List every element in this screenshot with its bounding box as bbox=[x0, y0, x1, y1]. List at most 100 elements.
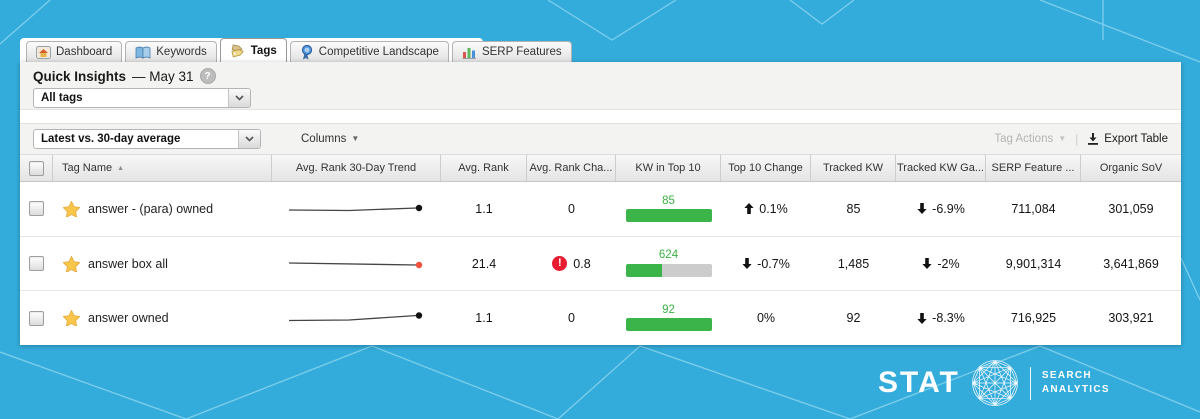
tracked-kw-change: -6.9% bbox=[896, 182, 986, 236]
tab-label: SERP Features bbox=[481, 46, 562, 58]
table-row: answer - (para) owned 1.1 ! 0 85 0.1 bbox=[20, 182, 1181, 236]
tag-name[interactable]: answer - (para) owned bbox=[88, 201, 214, 216]
comparison-value: Latest vs. 30-day average bbox=[41, 133, 181, 145]
star-icon[interactable] bbox=[63, 255, 80, 272]
tag-name[interactable]: answer owned bbox=[88, 311, 169, 326]
kw-progress-bar bbox=[625, 209, 712, 223]
logo-tagline-line1: SEARCH bbox=[1041, 370, 1092, 381]
logo-tagline-line2: ANALYTICS bbox=[1041, 384, 1110, 395]
stat-logo: STAT SEARCH ANALYTICS bbox=[878, 359, 1110, 407]
select-all-checkbox[interactable] bbox=[28, 160, 44, 176]
column-label: SERP Feature ... bbox=[991, 162, 1075, 174]
avg-rank-change-value: 0 bbox=[568, 201, 575, 216]
star-icon[interactable] bbox=[63, 200, 80, 217]
avg-rank-change: ! 0 bbox=[527, 291, 616, 345]
tag-actions-label: Tag Actions bbox=[994, 133, 1054, 145]
tab-keywords[interactable]: Keywords bbox=[125, 41, 217, 62]
avg-rank: 21.4 bbox=[471, 256, 497, 271]
kw-count: 624 bbox=[658, 249, 679, 262]
tab-label: Competitive Landscape bbox=[318, 46, 439, 58]
arrow-down-icon bbox=[917, 312, 927, 324]
kw-progress-bar bbox=[625, 263, 712, 277]
column-header-trend[interactable]: Avg. Rank 30-Day Trend bbox=[272, 155, 441, 181]
tag-name[interactable]: answer box all bbox=[88, 256, 168, 271]
kw-progress-bar bbox=[625, 318, 712, 332]
organic-sov: 303,921 bbox=[1108, 311, 1154, 326]
column-label: Top 10 Change bbox=[728, 162, 803, 174]
tag-cell: answer owned bbox=[53, 291, 272, 345]
kw-in-top10: 85 bbox=[616, 182, 721, 236]
keywords-icon bbox=[135, 46, 151, 59]
table-body: answer - (para) owned 1.1 ! 0 85 0.1 bbox=[20, 182, 1181, 345]
tracked-kw: 1,485 bbox=[837, 256, 870, 271]
column-label: Tracked KW bbox=[822, 162, 884, 174]
top10-change: 0.1% bbox=[721, 182, 811, 236]
row-checkbox[interactable] bbox=[29, 201, 44, 217]
help-icon[interactable]: ? bbox=[199, 68, 216, 84]
table-row: answer owned 1.1 ! 0 92 0% bbox=[20, 290, 1181, 345]
page-title: Quick Insights bbox=[33, 68, 127, 84]
tracked-kw-change-value: -6.9% bbox=[932, 201, 965, 216]
arrow-down-icon bbox=[917, 203, 927, 215]
trend-sparkline bbox=[272, 182, 441, 236]
dashboard-icon bbox=[36, 45, 51, 59]
organic-sov: 301,059 bbox=[1108, 201, 1154, 216]
tab-tags[interactable]: Tags bbox=[219, 38, 287, 62]
tab-serp-features[interactable]: SERP Features bbox=[451, 41, 572, 62]
sort-asc-icon: ▲ bbox=[117, 164, 125, 172]
column-label: Avg. Rank bbox=[458, 162, 509, 174]
tracked-kw-change: -2% bbox=[896, 237, 986, 291]
tag-filter-select[interactable]: All tags bbox=[33, 88, 251, 108]
tag-actions-dropdown[interactable]: Tag Actions ▼ bbox=[994, 133, 1066, 145]
column-label: Avg. Rank Cha... bbox=[529, 162, 613, 174]
tab-label: Dashboard bbox=[56, 46, 113, 58]
organic-sov: 3,641,869 bbox=[1103, 256, 1159, 271]
arrow-down-icon bbox=[922, 258, 932, 269]
star-icon[interactable] bbox=[63, 310, 80, 327]
tab-dashboard[interactable]: Dashboard bbox=[26, 41, 123, 62]
chevron-down-icon bbox=[238, 130, 260, 148]
export-table-button[interactable]: Export Table bbox=[1087, 133, 1168, 145]
column-label: Avg. Rank 30-Day Trend bbox=[295, 162, 417, 174]
tab-bar: Dashboard Keywords Tags Competitive Land… bbox=[20, 38, 572, 62]
column-header-organic-sov[interactable]: Organic SoV bbox=[1081, 155, 1181, 181]
top10-change-value: 0% bbox=[756, 311, 776, 326]
download-icon bbox=[1088, 133, 1099, 145]
column-header-top10-change[interactable]: Top 10 Change bbox=[721, 155, 811, 181]
column-header-serp-feature[interactable]: SERP Feature ... bbox=[986, 155, 1081, 181]
kw-count: 85 bbox=[662, 194, 675, 207]
column-header-tracked-kw-gain[interactable]: Tracked KW Ga... bbox=[896, 155, 986, 181]
kw-in-top10: 624 bbox=[616, 237, 721, 291]
arrow-up-icon bbox=[744, 203, 754, 215]
quick-insights-section: Quick Insights — May 31 ? All tags bbox=[20, 62, 1181, 110]
columns-label: Columns bbox=[301, 133, 347, 145]
column-header-avg-rank-change[interactable]: Avg. Rank Cha... bbox=[527, 155, 616, 181]
column-label: KW in Top 10 bbox=[635, 162, 701, 174]
row-checkbox[interactable] bbox=[29, 310, 44, 326]
top10-change-value: -0.7% bbox=[757, 256, 790, 271]
serp-feature-count: 711,084 bbox=[1011, 201, 1056, 216]
column-header-tag-name[interactable]: Tag Name ▲ bbox=[53, 155, 272, 181]
table-header: Tag Name ▲ Avg. Rank 30-Day Trend Avg. R… bbox=[20, 155, 1181, 182]
checkbox-cell bbox=[20, 182, 53, 236]
avg-rank-change: ! 0.8 bbox=[527, 237, 616, 291]
column-label: Organic SoV bbox=[1099, 162, 1163, 174]
tag-filter-value: All tags bbox=[41, 92, 83, 104]
serp-feature-count: 9,901,314 bbox=[1005, 256, 1062, 271]
tab-competitive-landscape[interactable]: Competitive Landscape bbox=[289, 41, 449, 62]
columns-dropdown[interactable]: Columns ▼ bbox=[301, 133, 359, 145]
column-label: Tag Name bbox=[62, 162, 113, 174]
tag-cell: answer box all bbox=[53, 237, 272, 291]
tab-label: Tags bbox=[250, 44, 277, 57]
kw-in-top10: 92 bbox=[616, 291, 721, 345]
column-header-tracked-kw[interactable]: Tracked KW bbox=[811, 155, 896, 181]
comparison-select[interactable]: Latest vs. 30-day average bbox=[33, 129, 261, 149]
row-checkbox[interactable] bbox=[29, 256, 44, 271]
column-header-avg-rank[interactable]: Avg. Rank bbox=[441, 155, 527, 181]
serp-features-icon bbox=[462, 47, 476, 59]
tracked-kw: 85 bbox=[846, 201, 861, 216]
alert-icon: ! bbox=[552, 256, 568, 271]
column-header-kw-in-top10[interactable]: KW in Top 10 bbox=[616, 155, 721, 181]
competitive-landscape-icon bbox=[301, 44, 312, 60]
caret-down-icon: ▼ bbox=[351, 134, 360, 143]
